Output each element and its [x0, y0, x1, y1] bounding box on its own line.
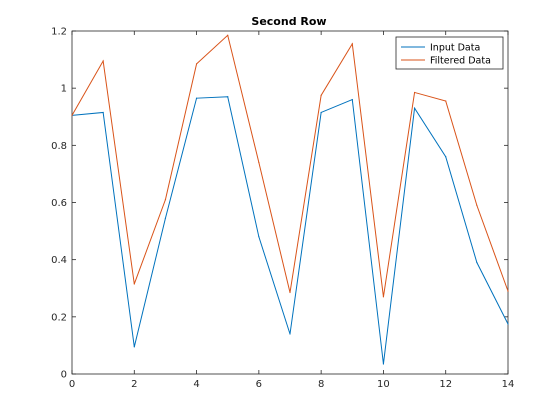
data-point-series-1 — [507, 323, 509, 325]
data-point-series-2 — [164, 199, 167, 201]
data-point-series-2 — [258, 161, 260, 164]
chart-title: Second Row — [251, 15, 326, 28]
data-point-series-1 — [320, 111, 322, 114]
data-point-series-2 — [102, 60, 104, 62]
legend-box — [395, 36, 504, 70]
legend: Input Data Filtered Data — [395, 36, 504, 70]
data-point-series-1 — [289, 333, 291, 335]
legend-label-series-2: Filtered Data — [430, 55, 491, 66]
x-tick-label: 8 — [318, 379, 324, 390]
y-tick-label: 0.8 — [51, 141, 67, 152]
plot-lines — [71, 34, 509, 365]
data-point-series-2 — [320, 94, 322, 96]
data-point-series-1 — [227, 96, 229, 98]
data-point-series-2 — [507, 290, 509, 292]
y-tick-label: 0 — [61, 370, 67, 381]
data-point-series-1 — [102, 111, 104, 114]
data-point-series-1 — [445, 156, 447, 158]
data-point-series-2 — [382, 296, 385, 298]
data-point-series-2 — [133, 283, 135, 285]
data-point-series-1 — [195, 97, 198, 99]
data-point-series-1 — [258, 236, 260, 238]
data-point-series-1 — [133, 346, 135, 348]
legend-label-series-1: Input Data — [430, 42, 480, 53]
plot-area-box — [71, 30, 509, 375]
data-point-series-2 — [476, 204, 478, 206]
data-point-series-2 — [227, 34, 229, 36]
x-tick-label: 10 — [377, 379, 390, 390]
y-tick-label: 1.2 — [51, 27, 67, 38]
data-point-series-2 — [289, 291, 291, 294]
data-point-series-2 — [351, 43, 353, 45]
x-tick-label: 4 — [193, 379, 199, 390]
x-tick-label: 6 — [256, 379, 262, 390]
data-point-series-1 — [476, 261, 478, 264]
y-tick-label: 1 — [61, 84, 67, 95]
data-point-series-1 — [164, 217, 167, 219]
data-point-series-2 — [71, 114, 73, 116]
data-point-series-1 — [413, 107, 416, 109]
x-tick-label: 12 — [439, 379, 452, 390]
data-point-series-1 — [382, 363, 385, 365]
data-point-series-2 — [445, 100, 447, 102]
x-tick-label: 14 — [502, 379, 515, 390]
x-tick-label: 0 — [69, 379, 75, 390]
axes: 0 2 4 6 8 10 12 14 0 0.2 0.4 0.6 0.8 1 1.2 — [51, 27, 514, 391]
y-tick-label: 0.4 — [51, 255, 67, 266]
data-point-series-1 — [351, 99, 353, 101]
data-point-series-2 — [413, 91, 416, 94]
y-tick-label: 0.2 — [51, 312, 67, 323]
y-tick-label: 0.6 — [51, 198, 67, 209]
data-point-series-2 — [195, 63, 198, 65]
x-tick-label: 2 — [131, 379, 137, 390]
